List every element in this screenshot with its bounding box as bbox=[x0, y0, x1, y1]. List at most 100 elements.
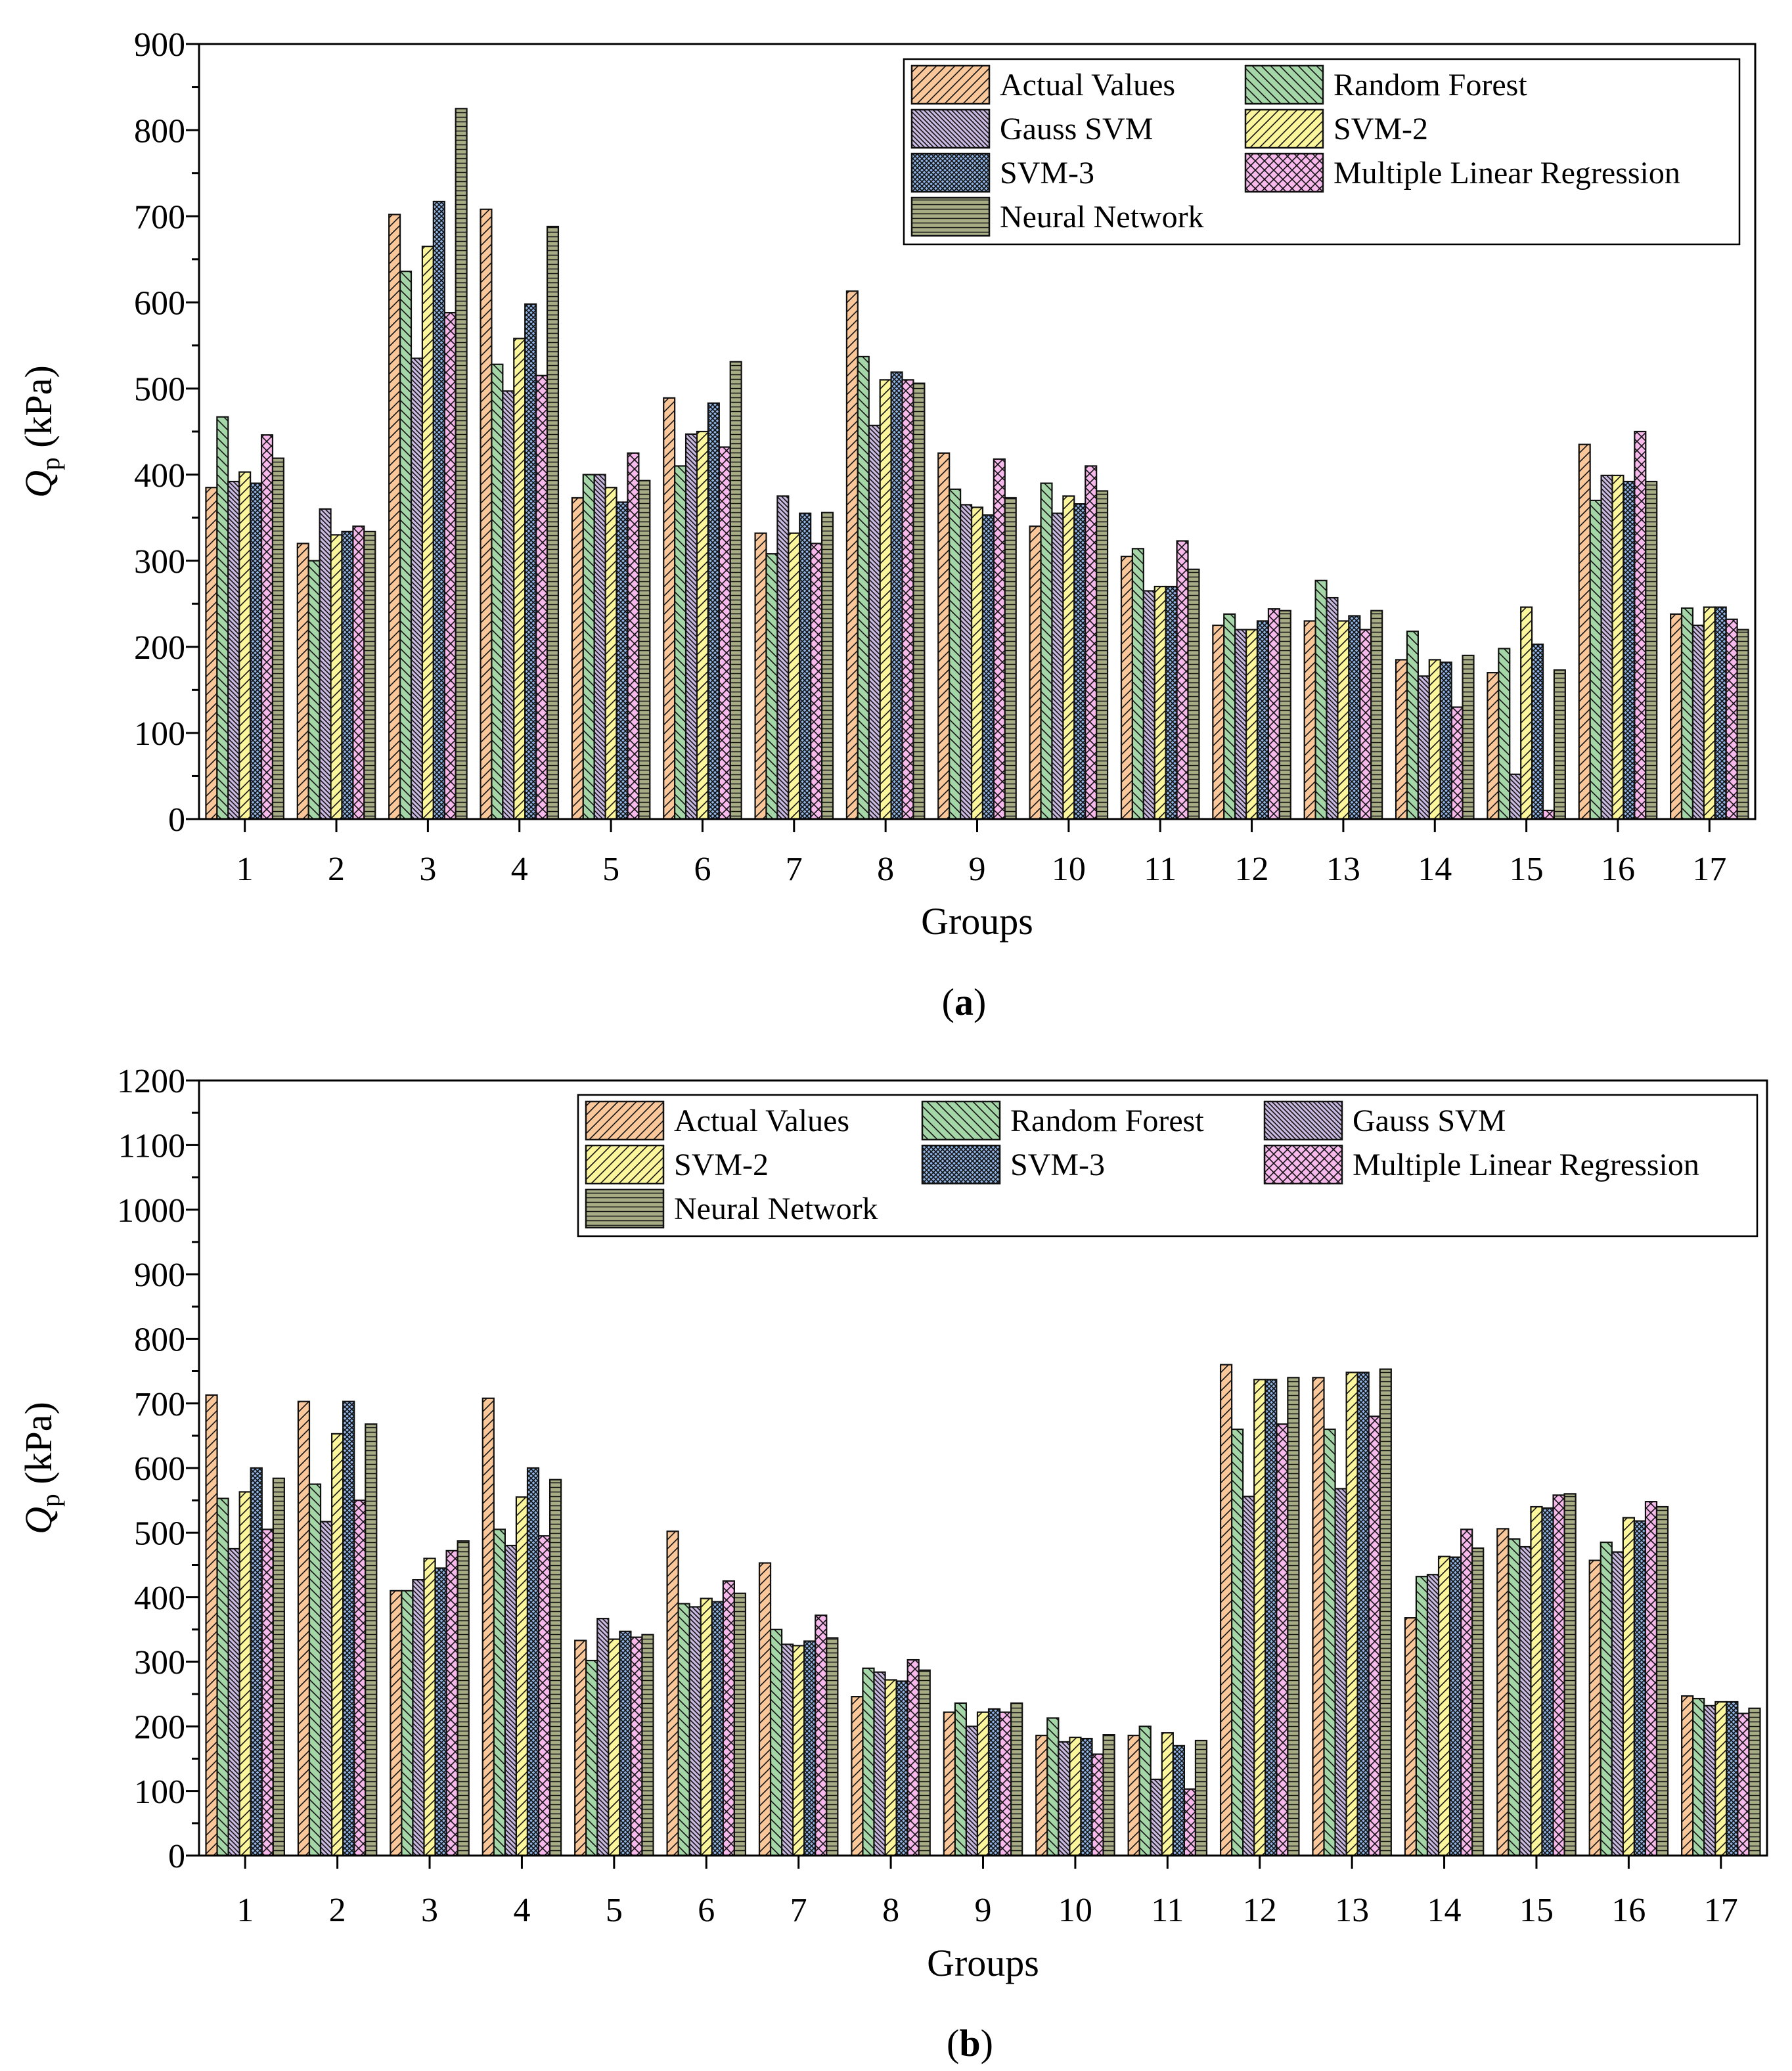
bar-actual-values-group-11 bbox=[1120, 556, 1133, 820]
bar-svm-3-group-14 bbox=[1448, 1556, 1462, 1857]
bar-actual-values-group-2 bbox=[297, 1400, 311, 1857]
bar-svm-2-group-2 bbox=[330, 534, 343, 820]
chart-panel-b: 0 100 200 300 400 500 600 700 800 900 1000 1100 1200… bbox=[17, 1063, 1768, 2064]
legend-label-svm-2: SVM-2 bbox=[1333, 112, 1428, 146]
x-tick-label: 17 bbox=[1692, 851, 1726, 888]
bar-gauss-svm-group-11 bbox=[1150, 1778, 1163, 1857]
bar-svm-2-group-14 bbox=[1428, 659, 1441, 820]
y-tick-label: 200 bbox=[134, 1709, 185, 1747]
y-tick-label: 100 bbox=[134, 715, 185, 753]
bar-svm-3-group-2 bbox=[341, 530, 354, 820]
y-axis-label: Qp (kPa) bbox=[17, 1402, 65, 1534]
bar-random-forest-group-13 bbox=[1323, 1428, 1336, 1857]
bar-gauss-svm-group-15 bbox=[1519, 1546, 1532, 1857]
bar-multiple-linear-regression-group-7 bbox=[815, 1614, 828, 1857]
bar-gauss-svm-group-12 bbox=[1234, 629, 1247, 820]
bar-neural-network-group-8 bbox=[912, 382, 926, 820]
bar-svm-3-group-13 bbox=[1348, 615, 1361, 820]
bar-multiple-linear-regression-group-14 bbox=[1460, 1528, 1473, 1857]
bar-svm-3-group-13 bbox=[1356, 1371, 1370, 1857]
bar-svm-3-group-5 bbox=[616, 501, 629, 820]
bar-svm-2-group-9 bbox=[976, 1711, 990, 1857]
bar-gauss-svm-group-13 bbox=[1334, 1488, 1347, 1857]
x-tick-label: 2 bbox=[329, 1892, 346, 1929]
y-tick-label: 500 bbox=[134, 371, 185, 409]
bar-multiple-linear-regression-group-16 bbox=[1634, 430, 1647, 820]
bar-svm-3-group-9 bbox=[981, 514, 995, 820]
x-tick-label: 9 bbox=[975, 1892, 992, 1929]
bar-gauss-svm-group-4 bbox=[504, 1544, 518, 1857]
bar-multiple-linear-regression-group-6 bbox=[722, 1580, 735, 1857]
y-tick-label: 400 bbox=[134, 1580, 185, 1617]
bar-svm-3-group-12 bbox=[1256, 620, 1270, 820]
bar-neural-network-group-9 bbox=[1010, 1702, 1023, 1857]
bar-gauss-svm-group-1 bbox=[227, 480, 240, 820]
x-axis-label: Groups bbox=[927, 1942, 1039, 1984]
legend-swatch-svm-3 bbox=[910, 152, 991, 193]
x-tick-label: 13 bbox=[1335, 1892, 1369, 1929]
bar-actual-values-group-2 bbox=[296, 543, 309, 820]
x-tick-label: 10 bbox=[1058, 1892, 1092, 1929]
bar-gauss-svm-group-1 bbox=[227, 1548, 240, 1857]
legend-label-svm-3: SVM-3 bbox=[1000, 156, 1094, 190]
x-tick-label: 6 bbox=[698, 1892, 715, 1929]
bar-neural-network-group-2 bbox=[365, 1423, 378, 1857]
bar-svm-2-group-1 bbox=[238, 1491, 252, 1857]
bar-random-forest-group-6 bbox=[677, 1603, 690, 1857]
x-tick-label: 12 bbox=[1243, 1892, 1277, 1929]
bar-actual-values-group-6 bbox=[666, 1530, 679, 1857]
bar-multiple-linear-regression-group-3 bbox=[443, 311, 457, 820]
legend-swatch-random-forest bbox=[921, 1100, 1001, 1141]
legend: Actual Values Random Forest Gauss SVM SVM-2… bbox=[577, 1094, 1758, 1237]
bar-svm-2-group-14 bbox=[1437, 1555, 1451, 1857]
legend-label-actual-values: Actual Values bbox=[674, 1103, 849, 1138]
bar-actual-values-group-17 bbox=[1681, 1695, 1694, 1857]
bar-svm-2-group-1 bbox=[238, 471, 252, 820]
x-tick-label: 12 bbox=[1235, 851, 1269, 888]
bar-svm-2-group-2 bbox=[330, 1433, 344, 1857]
bar-svm-2-group-5 bbox=[608, 1638, 621, 1857]
y-tick-label: 500 bbox=[134, 1515, 185, 1553]
y-tick-label: 900 bbox=[134, 26, 185, 64]
bar-actual-values-group-14 bbox=[1395, 659, 1408, 820]
bar-svm-2-group-11 bbox=[1161, 1732, 1174, 1857]
bar-gauss-svm-group-14 bbox=[1426, 1574, 1440, 1857]
x-axis-label: Groups bbox=[921, 900, 1033, 943]
bar-svm-2-group-6 bbox=[696, 430, 709, 820]
legend-swatch-svm-2 bbox=[1244, 108, 1324, 149]
bar-actual-values-group-10 bbox=[1029, 525, 1042, 820]
legend-box bbox=[577, 1094, 1758, 1237]
bar-multiple-linear-regression-group-5 bbox=[627, 452, 640, 820]
panel-label: (a) bbox=[942, 981, 987, 1023]
bar-random-forest-group-1 bbox=[216, 1498, 229, 1857]
bar-gauss-svm-group-10 bbox=[1058, 1741, 1071, 1857]
bar-random-forest-group-2 bbox=[307, 560, 321, 820]
bar-svm-2-group-3 bbox=[421, 246, 434, 820]
bar-actual-values-group-7 bbox=[758, 1562, 772, 1857]
bar-svm-3-group-16 bbox=[1633, 1520, 1647, 1857]
bar-gauss-svm-group-2 bbox=[319, 1521, 333, 1857]
bar-gauss-svm-group-10 bbox=[1051, 512, 1064, 820]
bar-svm-3-group-2 bbox=[342, 1400, 355, 1857]
bar-random-forest-group-12 bbox=[1231, 1428, 1244, 1857]
bar-random-forest-group-11 bbox=[1131, 548, 1144, 820]
bar-multiple-linear-regression-group-9 bbox=[993, 458, 1006, 820]
bar-random-forest-group-13 bbox=[1314, 579, 1328, 820]
bar-actual-values-group-4 bbox=[482, 1397, 495, 1857]
bar-svm-2-group-15 bbox=[1520, 606, 1533, 820]
bar-gauss-svm-group-17 bbox=[1691, 624, 1705, 820]
legend-swatch-svm-2 bbox=[585, 1144, 665, 1185]
bar-multiple-linear-regression-group-10 bbox=[1085, 465, 1098, 820]
bar-neural-network-group-7 bbox=[820, 512, 834, 820]
x-tick-label: 17 bbox=[1704, 1892, 1738, 1929]
bar-multiple-linear-regression-group-4 bbox=[535, 374, 549, 820]
bar-gauss-svm-group-7 bbox=[780, 1643, 794, 1857]
bar-actual-values-group-8 bbox=[845, 290, 859, 820]
bar-actual-values-group-13 bbox=[1303, 620, 1316, 820]
bar-multiple-linear-regression-group-15 bbox=[1552, 1494, 1565, 1857]
bar-random-forest-group-5 bbox=[585, 1659, 598, 1857]
bar-actual-values-group-6 bbox=[663, 397, 676, 820]
bar-actual-values-group-16 bbox=[1588, 1559, 1602, 1857]
